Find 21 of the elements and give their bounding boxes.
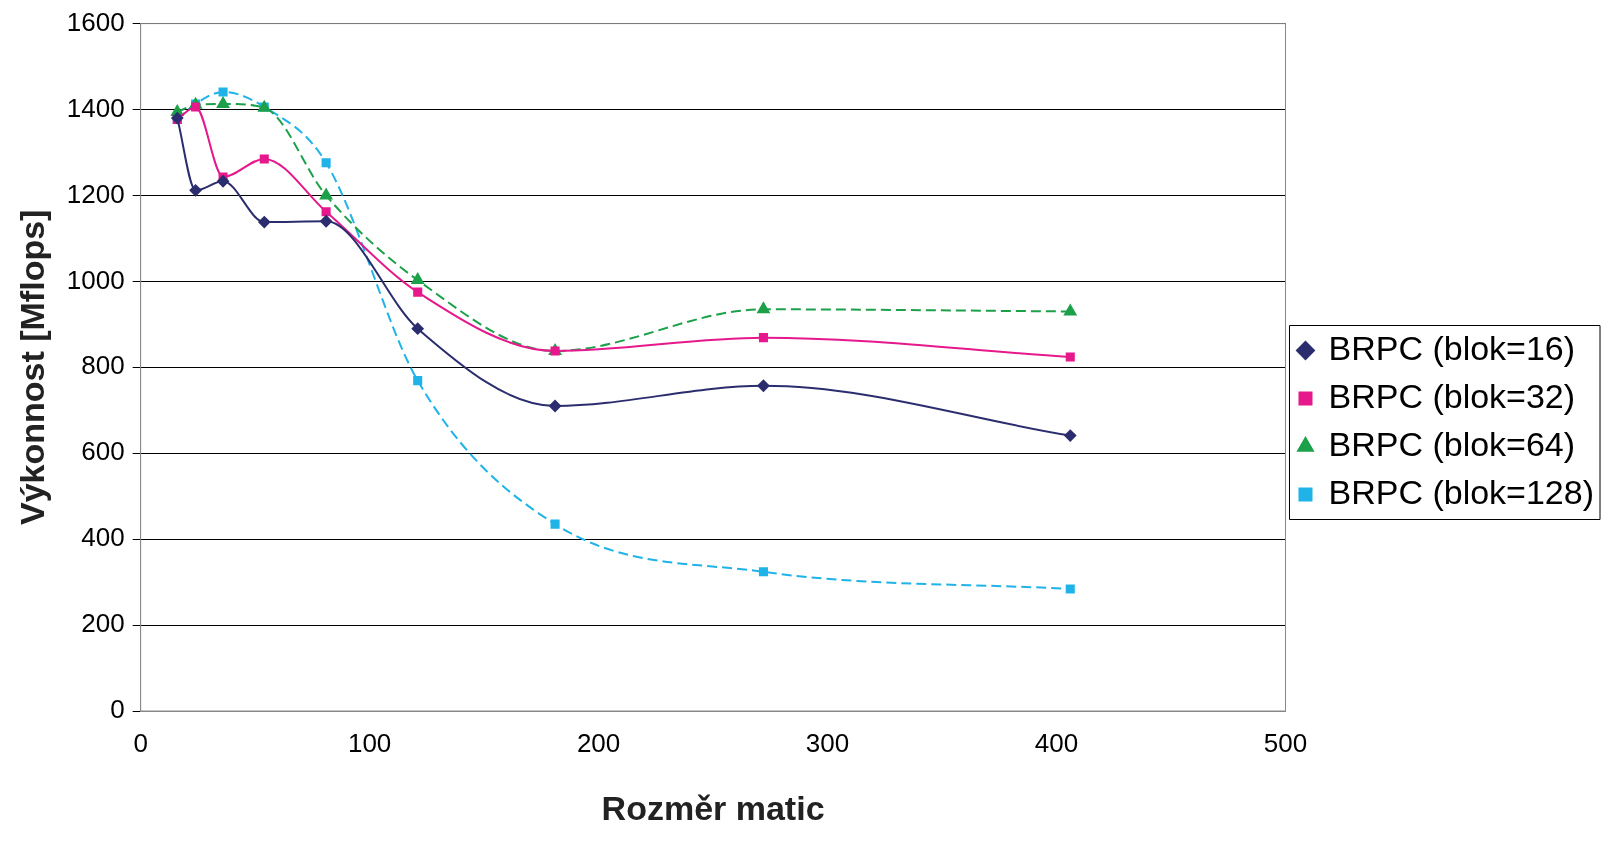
y-tick-label: 1200: [66, 178, 125, 209]
legend-label: BRPC (blok=128): [1328, 472, 1595, 511]
x-tick-label: 400: [1034, 727, 1079, 758]
legend-label: BRPC (blok=32): [1328, 376, 1576, 415]
y-tick-label: 400: [81, 522, 125, 553]
legend-label: BRPC (blok=16): [1328, 328, 1576, 367]
x-tick-label: 500: [1263, 727, 1308, 758]
y-tick-label: 0: [110, 694, 125, 725]
x-tick-label: 300: [805, 727, 850, 758]
y-tick-label: 1600: [66, 6, 125, 37]
y-tick-label: 600: [81, 436, 125, 467]
y-axis-title: Výkonnost [Mflops]: [12, 209, 51, 526]
y-tick-label: 1000: [66, 264, 125, 295]
x-tick-label: 0: [133, 727, 148, 758]
x-tick-label: 100: [347, 727, 392, 758]
y-tick-label: 800: [81, 350, 125, 381]
y-tick-label: 200: [81, 608, 125, 639]
x-tick-label: 200: [576, 727, 621, 758]
y-tick-label: 1400: [66, 92, 125, 123]
x-axis-title: Rozměr matic: [601, 788, 825, 827]
legend-label: BRPC (blok=64): [1328, 424, 1576, 463]
